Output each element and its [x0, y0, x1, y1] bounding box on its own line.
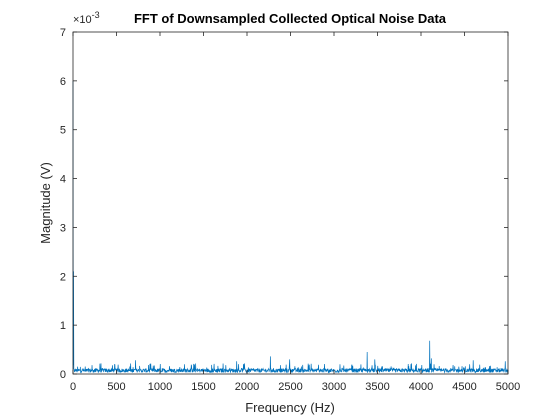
x-tick-label: 3000	[322, 381, 346, 393]
y-exponent-label: ×10-3	[73, 10, 100, 26]
y-exponent-power: -3	[92, 10, 100, 20]
x-tick-label: 2000	[235, 381, 259, 393]
x-axis-ticks: 0 500 1000 1500 2000 2500 3000 3500 4000 4500 5000	[70, 32, 520, 393]
x-tick-label: 500	[107, 381, 125, 393]
y-tick-label: 6	[60, 76, 66, 88]
x-tick-label: 0	[70, 381, 76, 393]
y-tick-label: 7	[60, 27, 66, 39]
y-tick-label: 2	[60, 271, 66, 283]
y-axis-label: Magnitude (V)	[38, 162, 53, 244]
y-axis-ticks: 0 1 2 3 4 5 6 7	[60, 27, 508, 381]
x-tick-label: 3500	[365, 381, 389, 393]
y-tick-label: 5	[60, 125, 66, 137]
y-tick-label: 1	[60, 320, 66, 332]
x-tick-label: 4000	[409, 381, 433, 393]
x-tick-label: 1000	[148, 381, 172, 393]
chart-title: FFT of Downsampled Collected Optical Noi…	[134, 11, 447, 26]
x-tick-label: 5000	[496, 381, 520, 393]
x-tick-label: 4500	[452, 381, 476, 393]
x-axis-label: Frequency (Hz)	[245, 400, 335, 415]
x-tick-label: 2500	[278, 381, 302, 393]
y-exponent-base: ×10	[73, 14, 92, 26]
plot-area	[73, 32, 508, 374]
y-tick-label: 3	[60, 222, 66, 234]
x-tick-label: 1500	[191, 381, 215, 393]
y-tick-label: 0	[60, 369, 66, 381]
y-tick-label: 4	[60, 174, 66, 186]
